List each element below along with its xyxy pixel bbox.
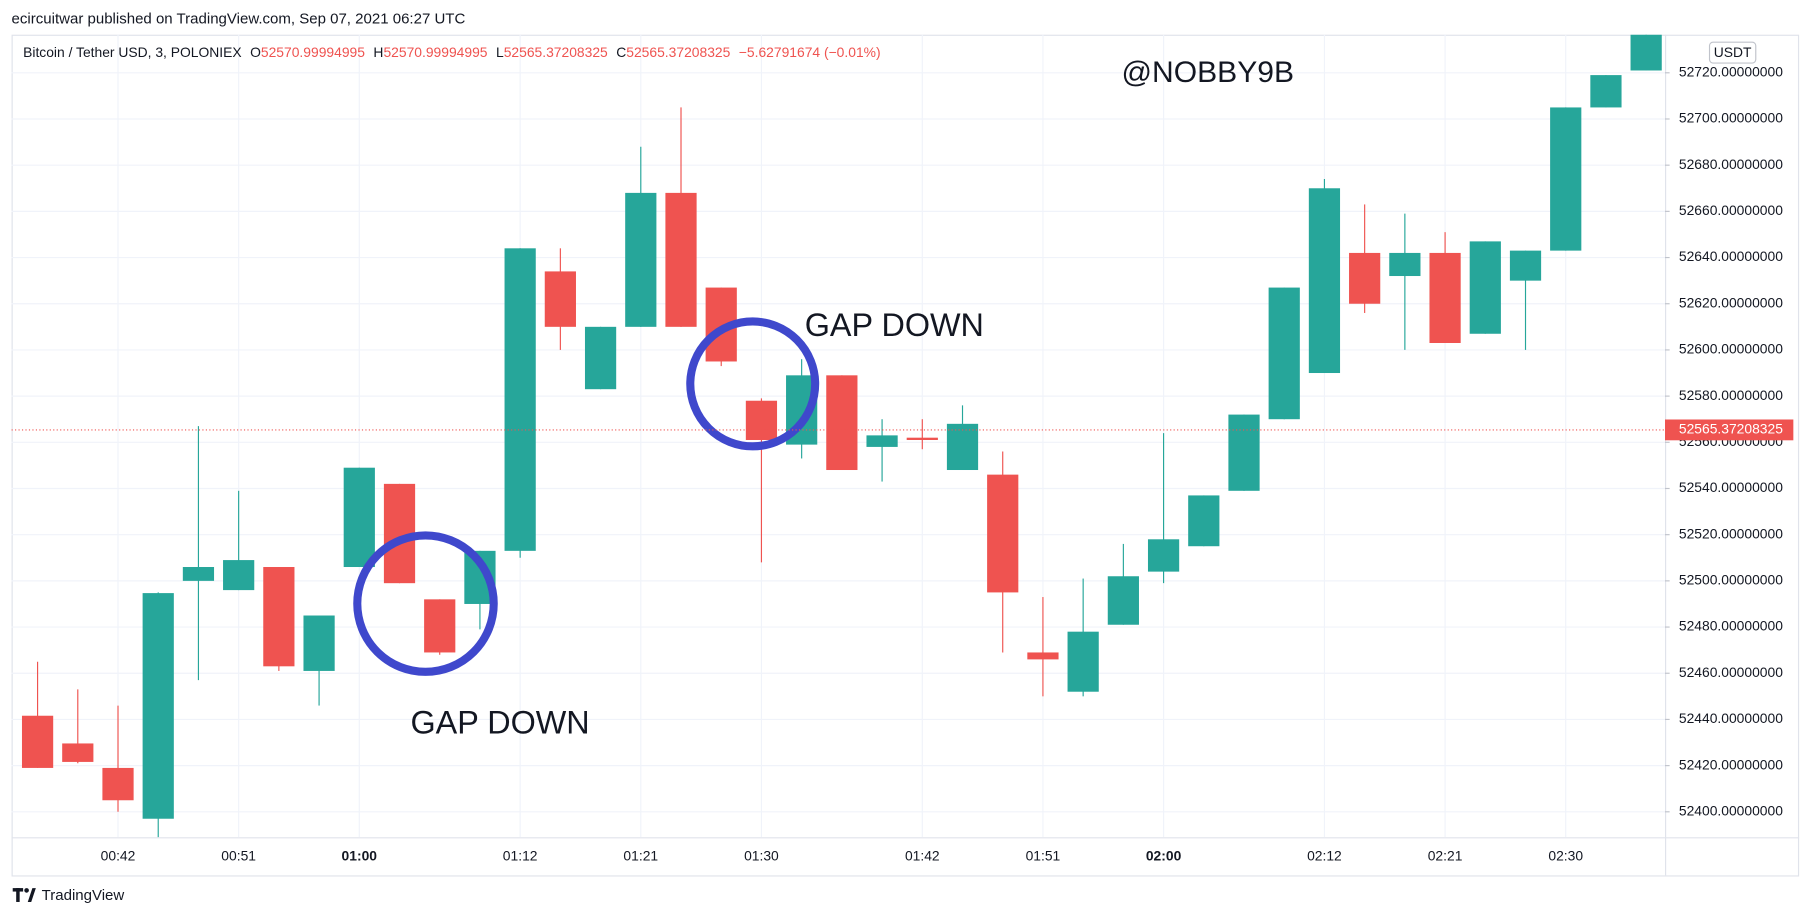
legend-high: 52570.99994995	[383, 44, 487, 60]
candle-body	[1228, 414, 1260, 491]
y-tick-label: 52660.00000000	[1679, 202, 1783, 218]
y-tick-label: 52700.00000000	[1679, 110, 1783, 126]
y-tick-label: 52600.00000000	[1679, 341, 1783, 357]
circle-drawing	[686, 317, 820, 451]
y-tick-label: 52540.00000000	[1679, 479, 1783, 495]
x-tick-label: 02:21	[1428, 848, 1463, 864]
candle-body	[1509, 250, 1542, 281]
candle-body	[987, 474, 1019, 593]
last-price-label: 52565.37208325	[1679, 421, 1783, 437]
x-tick-label: 00:51	[221, 848, 256, 864]
candle-body	[1027, 652, 1059, 660]
currency-box[interactable]	[1708, 41, 1757, 64]
candle-body	[826, 375, 858, 471]
candle-body	[1429, 252, 1461, 343]
x-tick-label: 02:30	[1548, 848, 1583, 864]
candle-body	[906, 437, 938, 440]
candle-body	[62, 743, 94, 762]
y-tick-label: 52720.00000000	[1679, 63, 1783, 79]
legend: Bitcoin / Tether USD, 3, POLONIEX O52570…	[23, 44, 880, 60]
candle-body	[1147, 539, 1180, 572]
candle-body	[504, 248, 536, 551]
currency[interactable]: USDT	[1714, 44, 1752, 60]
candle-body	[625, 192, 657, 327]
legend-low-label: L	[496, 44, 504, 60]
brand-logo	[12, 888, 36, 902]
candle-body	[424, 599, 456, 653]
candle-body	[665, 192, 697, 327]
y-tick-label: 52480.00000000	[1679, 618, 1783, 634]
x-tick-label: 02:00	[1146, 848, 1182, 864]
y-tick-label: 52640.00000000	[1679, 248, 1783, 264]
x-tick-label: 01:51	[1026, 848, 1061, 864]
candle-body	[1349, 252, 1381, 304]
frame	[11, 34, 1800, 877]
candle-body	[745, 400, 778, 440]
last-price-tag	[1665, 419, 1794, 441]
legend-high-label: H	[373, 44, 383, 60]
candle-body	[584, 326, 617, 390]
y-tick-label: 52440.00000000	[1679, 710, 1783, 726]
annotation: GAP DOWN	[410, 705, 589, 741]
candle-body	[866, 435, 898, 447]
y-tick-label: 52400.00000000	[1679, 802, 1783, 818]
y-tick-label: 52520.00000000	[1679, 525, 1783, 541]
candle-body	[223, 560, 255, 591]
candle-body	[1469, 241, 1501, 334]
x-tick-label: 00:42	[101, 848, 136, 864]
candle-body	[1630, 34, 1662, 71]
candle-body	[1107, 576, 1139, 625]
candle-body	[1067, 631, 1099, 692]
candle-body	[1389, 252, 1421, 277]
y-tick-label: 52620.00000000	[1679, 294, 1783, 310]
candle-body	[1268, 287, 1300, 420]
legend-open: 52570.99994995	[261, 44, 365, 60]
x-tick-label: 01:42	[905, 848, 940, 864]
candle-body	[946, 423, 979, 471]
legend-open-label: O	[250, 44, 261, 60]
candle-body	[1590, 75, 1622, 108]
legend-close: 52565.37208325	[626, 44, 730, 60]
x-tick-label: 01:12	[503, 848, 538, 864]
y-tick-label: 52580.00000000	[1679, 387, 1783, 403]
legend-change: −5.62791674 (−0.01%)	[739, 44, 881, 60]
y-tick-label: 52500.00000000	[1679, 572, 1783, 588]
x-tick-label: 02:12	[1307, 848, 1342, 864]
x-tick-label: 01:00	[342, 848, 378, 864]
x-tick-label: 01:21	[623, 848, 658, 864]
candle-body	[21, 715, 54, 768]
candle-body	[303, 615, 335, 671]
legend-symbol: Bitcoin / Tether USD, 3, POLONIEX	[23, 44, 242, 60]
candle-body	[263, 567, 295, 667]
brand: TradingView	[42, 887, 125, 904]
annotation: GAP DOWN	[805, 307, 984, 343]
y-tick-label: 52420.00000000	[1679, 756, 1783, 772]
legend-close-label: C	[616, 44, 626, 60]
candle-body	[343, 467, 375, 568]
annotation: @NOBBY9B	[1122, 56, 1294, 89]
candle-body	[544, 271, 576, 327]
candle-body	[182, 567, 215, 581]
candle-body	[142, 593, 174, 819]
y-tick-label: 52460.00000000	[1679, 664, 1783, 680]
candles	[21, 34, 1662, 838]
x-tick-label: 01:30	[744, 848, 779, 864]
legend-low: 52565.37208325	[504, 44, 608, 60]
circle-drawing	[353, 531, 498, 676]
y-tick-label: 52680.00000000	[1679, 156, 1783, 172]
header: ecircuitwar published on TradingView.com…	[12, 11, 466, 28]
candle-body	[1308, 188, 1341, 374]
candle-body	[102, 767, 134, 801]
candle-body	[1188, 495, 1220, 547]
candle-body	[1550, 107, 1582, 251]
